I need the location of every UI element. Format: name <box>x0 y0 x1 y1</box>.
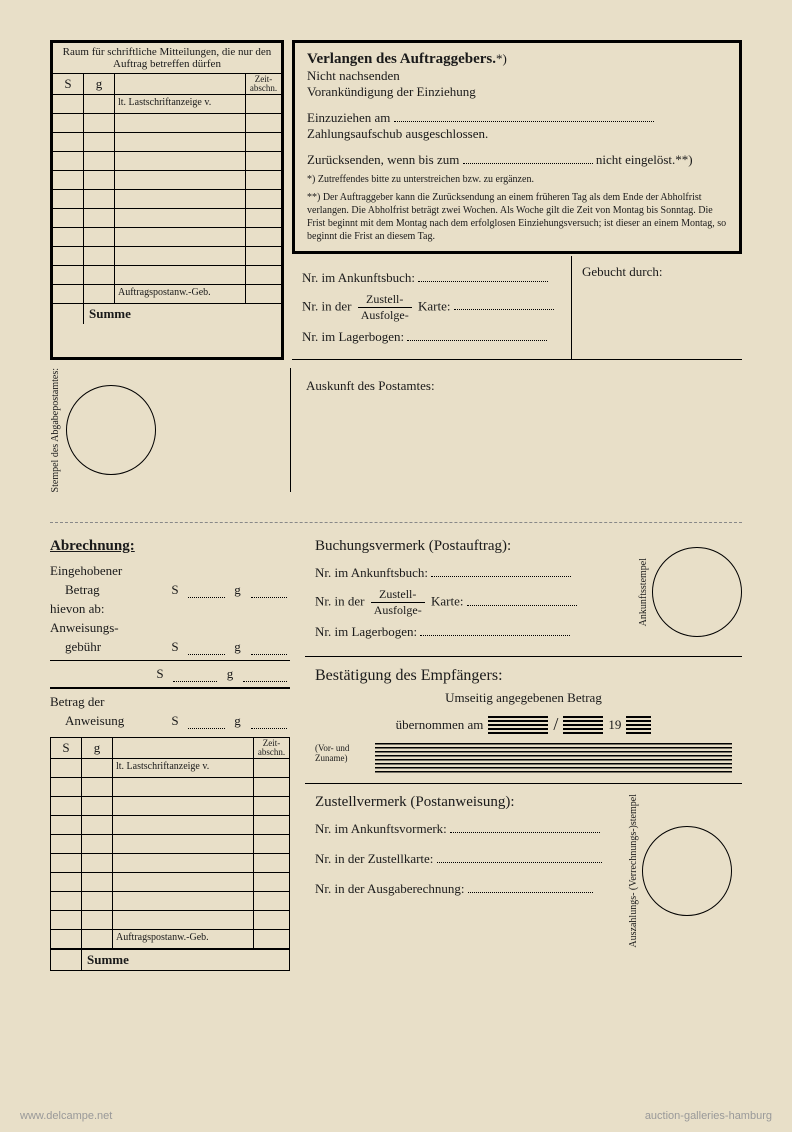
date-field-2[interactable] <box>563 716 603 734</box>
bottom-left-table: S g Zeit-abschn. lt. Lastschriftanzeige … <box>50 737 290 971</box>
col-zeit-header: Zeit-abschn. <box>246 74 281 94</box>
verlangen-box: Verlangen des Auftraggebers.*) Nicht nac… <box>292 40 742 254</box>
buchung-title: Buchungsvermerk (Postauftrag): <box>315 538 638 555</box>
bestaetigung-section: Bestätigung des Empfängers: Umseitig ang… <box>305 657 742 784</box>
gebucht-durch: Gebucht durch: <box>572 256 742 360</box>
auftrag-label: Auftragspostanw.-Geb. <box>115 285 246 303</box>
abgabe-stempel-circle <box>66 385 156 475</box>
vorankuendigung: Vorankündigung der Einziehung <box>307 84 727 100</box>
perforation-line <box>50 522 742 523</box>
nicht-nachsenden: Nicht nachsenden <box>307 68 727 84</box>
table-header: Raum für schriftliche Mitteilungen, die … <box>53 43 281 74</box>
date-field-1[interactable] <box>488 716 548 734</box>
ankunft-stempel-circle <box>652 547 742 637</box>
auskunft-box: Auskunft des Postamtes: <box>290 368 742 492</box>
ankunft-stempel-label: Ankunftsstempel <box>638 558 649 626</box>
stempel-section: Stempel des Abgabepostamtes: Auskunft de… <box>50 368 742 507</box>
zuruecksenden-label: Zurücksenden, wenn bis zum <box>307 152 459 167</box>
col-s-header: S <box>53 74 84 94</box>
einzuziehen-field[interactable] <box>394 121 654 122</box>
stempel-label: Stempel des Abgabepostamtes: <box>50 368 61 492</box>
watermark-right: auction-galleries-hamburg <box>645 1110 772 1122</box>
footnote-1: *) Zutreffendes bitte zu unterstreichen … <box>307 173 727 186</box>
nr-lagerbogen-label: Nr. im Lagerbogen: <box>302 329 404 344</box>
nr-section: Nr. im Ankunftsbuch: Nr. in der Zustell-… <box>292 256 742 360</box>
watermark-left: www.delcampe.net <box>20 1110 112 1122</box>
abrechnung-title: Abrechnung: <box>50 538 290 555</box>
nr-ankunft-label: Nr. im Ankunftsbuch: <box>302 270 415 285</box>
zustellvermerk-section: Zustellvermerk (Postanweisung): Nr. im A… <box>305 784 742 958</box>
left-mitteilungen-table: Raum für schriftliche Mitteilungen, die … <box>50 40 284 360</box>
verlangen-title: Verlangen des Auftraggebers. <box>307 51 496 67</box>
zahlungsaufschub: Zahlungsaufschub ausgeschlossen. <box>307 126 727 142</box>
year-field[interactable] <box>626 716 651 734</box>
top-section: Raum für schriftliche Mitteilungen, die … <box>50 40 742 360</box>
col-g-header: g <box>84 74 115 94</box>
zuruecksenden-field[interactable] <box>463 163 593 164</box>
bottom-section: Abrechnung: Eingehobener BetragSg hievon… <box>50 538 742 971</box>
auszahlung-stempel-circle <box>642 826 732 916</box>
hievon-ab: hievon ab: <box>50 601 150 617</box>
bestaetigung-title: Bestätigung des Empfängers: <box>315 667 732 685</box>
vor-zuname-label: (Vor- und Zuname) <box>315 743 370 763</box>
summe-label: Summe <box>84 304 281 324</box>
auszahlung-stempel-label: Auszahlungs- (Verrechnungs-)stempel <box>628 794 639 948</box>
zustell-title: Zustellvermerk (Postanweisung): <box>315 794 628 811</box>
signature-field[interactable] <box>375 743 732 773</box>
footnote-2: **) Der Auftraggeber kann die Zurücksend… <box>307 191 727 243</box>
einzuziehen-label: Einzuziehen am <box>307 110 390 125</box>
lastschrift-label: lt. Lastschriftanzeige v. <box>115 95 246 113</box>
buchungsvermerk-section: Buchungsvermerk (Postauftrag): Nr. im An… <box>305 538 742 657</box>
